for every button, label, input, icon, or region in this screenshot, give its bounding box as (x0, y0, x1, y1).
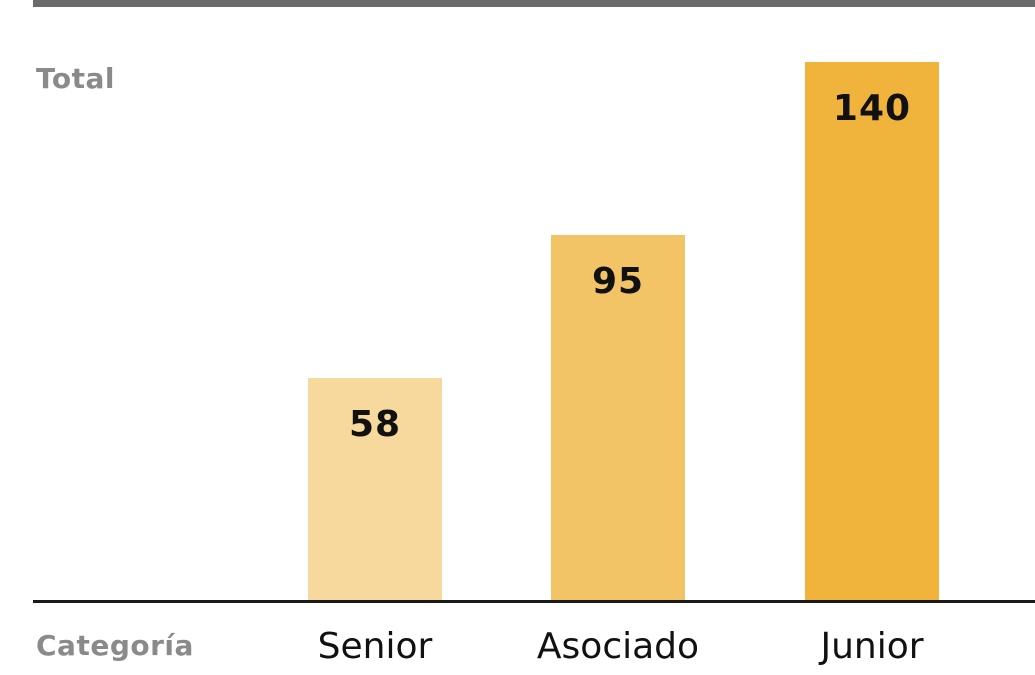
category-tick-label: Senior (317, 626, 433, 667)
category-tick-label: Asociado (536, 626, 700, 667)
category-tick-label: Junior (820, 626, 924, 667)
bar-value-label: 140 (832, 88, 912, 129)
bar-value-label: 58 (348, 403, 402, 445)
top-rule (33, 0, 1035, 7)
bar-senior (308, 377, 442, 601)
y-axis-title: Total (36, 62, 115, 95)
bar-junior (805, 62, 939, 601)
bar-asociado (551, 235, 685, 601)
bar-value-label: 95 (591, 261, 645, 303)
x-axis-title: Categoría (36, 629, 194, 662)
x-axis-baseline (33, 600, 1035, 603)
